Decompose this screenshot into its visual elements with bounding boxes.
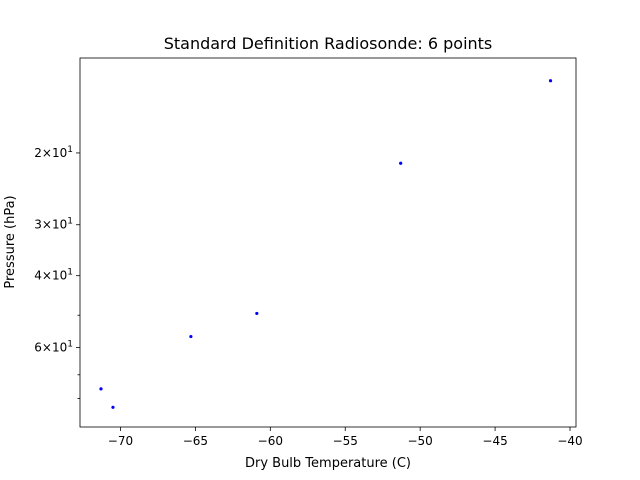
data-point bbox=[548, 79, 553, 83]
data-point bbox=[255, 311, 259, 316]
y-tick-label: 6×101 bbox=[34, 339, 73, 354]
y-tick-label: 2×101 bbox=[34, 145, 73, 160]
data-point bbox=[399, 161, 403, 165]
x-tick-label: −60 bbox=[258, 434, 283, 448]
x-tick-label: −55 bbox=[333, 434, 358, 448]
x-axis-label: Dry Bulb Temperature (C) bbox=[245, 456, 411, 471]
x-tick-label: −65 bbox=[183, 434, 208, 448]
x-tick-label: −40 bbox=[557, 434, 582, 448]
data-point bbox=[99, 387, 103, 391]
data-points bbox=[99, 79, 553, 409]
plot-frame bbox=[79, 57, 577, 428]
y-tick-label: 4×101 bbox=[34, 268, 73, 283]
x-tick-label: −50 bbox=[407, 434, 432, 448]
y-tick-label: 3×101 bbox=[34, 217, 73, 232]
x-tick-label: −70 bbox=[108, 434, 133, 448]
chart-title: Standard Definition Radiosonde: 6 points bbox=[164, 34, 493, 53]
y-axis-label: Pressure (hPa) bbox=[3, 195, 18, 288]
data-point bbox=[111, 405, 115, 409]
y-axis: 2×101 3×101 4×101 6×101 bbox=[34, 145, 80, 399]
x-tick-label: −45 bbox=[482, 434, 507, 448]
x-axis: −70 −65 −60 −55 −50 −45 −40 bbox=[108, 427, 583, 448]
data-point bbox=[189, 334, 193, 339]
